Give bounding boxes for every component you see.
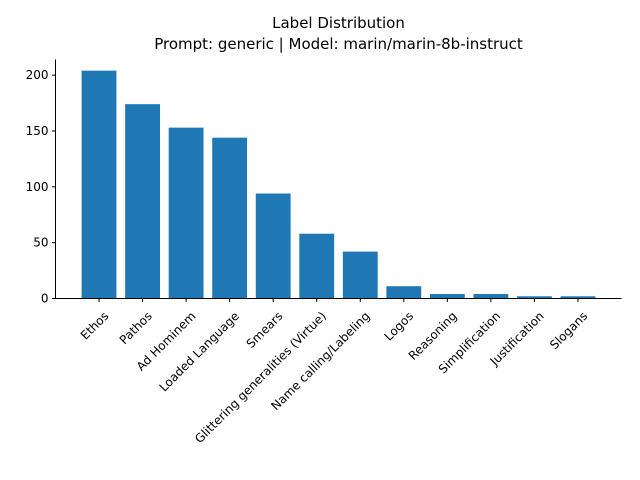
bar-9	[473, 294, 509, 299]
x-tick-label-0: Ethos	[78, 309, 112, 343]
x-tick-label-4: Smears	[244, 309, 286, 351]
bar-11	[560, 296, 596, 299]
y-tick-label-1: 50	[33, 236, 48, 250]
x-tick-label-7: Logos	[381, 309, 416, 344]
bar-6	[342, 251, 378, 299]
y-tick-label-3: 150	[26, 124, 49, 138]
x-tick-label-1: Pathos	[117, 309, 155, 347]
bar-1	[125, 104, 160, 299]
y-tick-label-0: 0	[41, 292, 49, 306]
x-tick-label-11: Slogans	[547, 309, 590, 352]
bar-8	[429, 294, 465, 299]
chart-subtitle: Prompt: generic | Model: marin/marin-8b-…	[154, 35, 523, 53]
y-axis: 0 50 100 150 200	[26, 68, 56, 306]
bar-7	[386, 286, 422, 299]
y-tick-label-4: 200	[26, 68, 49, 82]
bar-4	[255, 193, 291, 299]
y-tick-label-2: 100	[26, 180, 49, 194]
bars-group	[81, 70, 596, 299]
bar-10	[517, 296, 552, 299]
bar-0	[81, 70, 117, 299]
bar-2	[168, 127, 204, 299]
chart-title: Label Distribution	[272, 14, 405, 32]
bar-3	[212, 137, 248, 299]
x-tick-label-3: Loaded Language	[157, 309, 242, 394]
bar-5	[299, 233, 335, 299]
